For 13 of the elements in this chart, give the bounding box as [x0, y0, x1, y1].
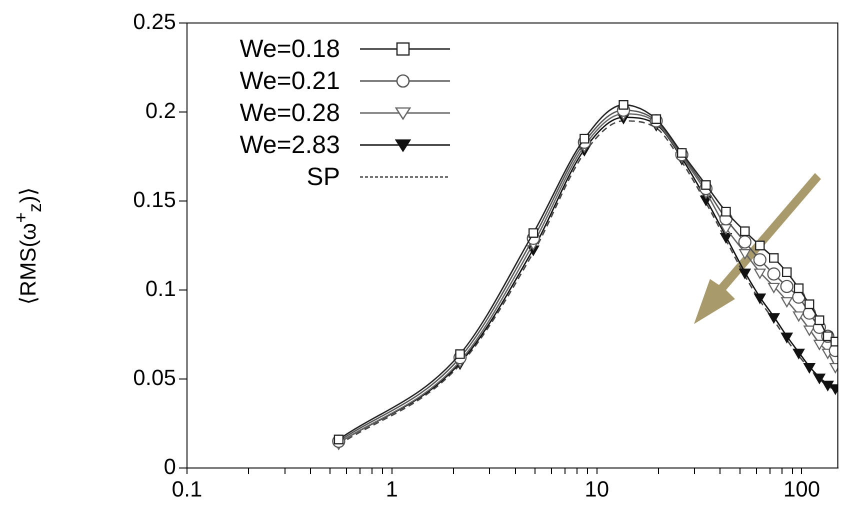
legend-label: We=2.83 [238, 130, 340, 160]
legend-label: We=0.18 [238, 34, 340, 64]
y-tick-label: 0.25 [133, 9, 176, 34]
legend-label: SP [306, 162, 340, 192]
y-tick-label: 0.05 [133, 365, 176, 390]
x-tick-label: 10 [584, 476, 610, 502]
legend-label: We=0.28 [238, 98, 340, 128]
x-tick-label: 1 [386, 476, 398, 502]
y-tick-label: 0.15 [133, 187, 176, 212]
y-tick-label: 0.1 [145, 276, 176, 302]
x-tick-label: 100 [783, 476, 820, 502]
y-tick-label: 0.2 [145, 98, 176, 124]
legend-label: We=0.21 [238, 66, 340, 96]
